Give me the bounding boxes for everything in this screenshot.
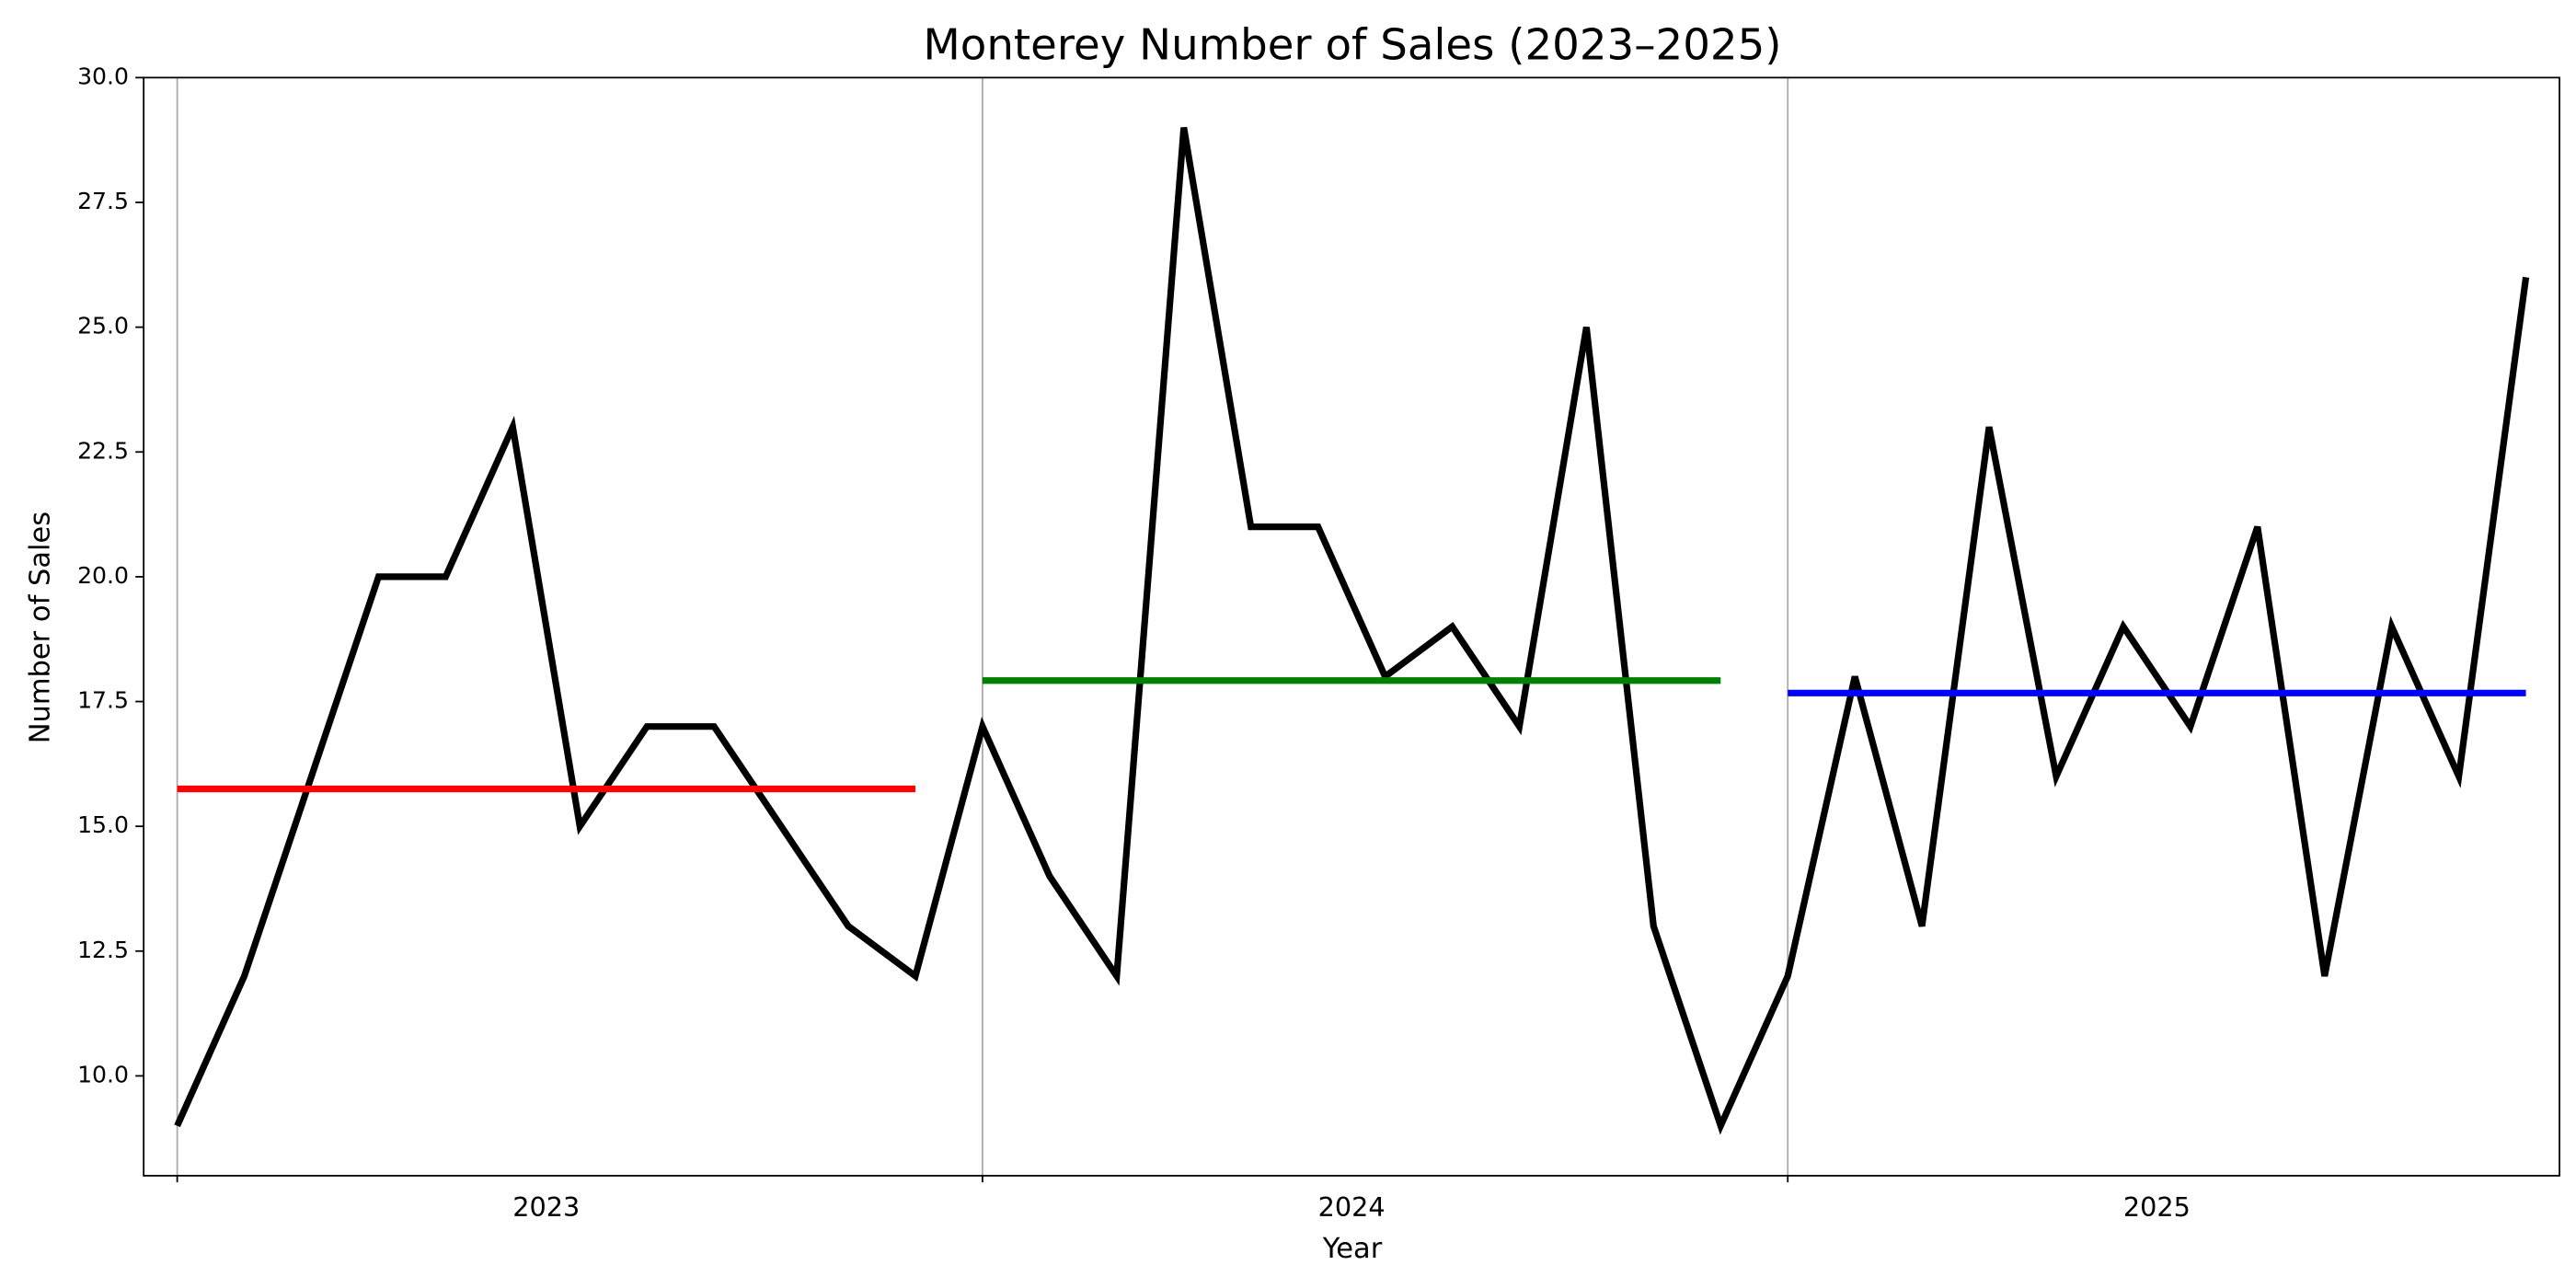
x-tick-label: 2024 [1318, 1191, 1386, 1223]
y-tick-label: 17.5 [77, 687, 129, 714]
y-tick-label: 25.0 [77, 313, 129, 339]
plot-frame [143, 76, 2560, 1177]
y-tick-label: 15.0 [77, 811, 129, 838]
y-axis-label: Number of Sales [24, 512, 56, 744]
x-axis-label: Year [1322, 1233, 1383, 1265]
y-tick-label: 12.5 [77, 937, 129, 963]
x-tick-label: 2023 [512, 1191, 580, 1223]
y-tick-label: 10.0 [77, 1061, 129, 1087]
x-tick-label: 2025 [2123, 1191, 2191, 1223]
y-tick-label: 22.5 [77, 437, 129, 464]
chart-title: Monterey Number of Sales (2023–2025) [924, 21, 1782, 71]
y-tick-label: 27.5 [77, 188, 129, 214]
y-tick-label: 30.0 [77, 63, 129, 89]
y-tick-label: 20.0 [77, 562, 129, 589]
sales-line [174, 127, 2530, 1135]
